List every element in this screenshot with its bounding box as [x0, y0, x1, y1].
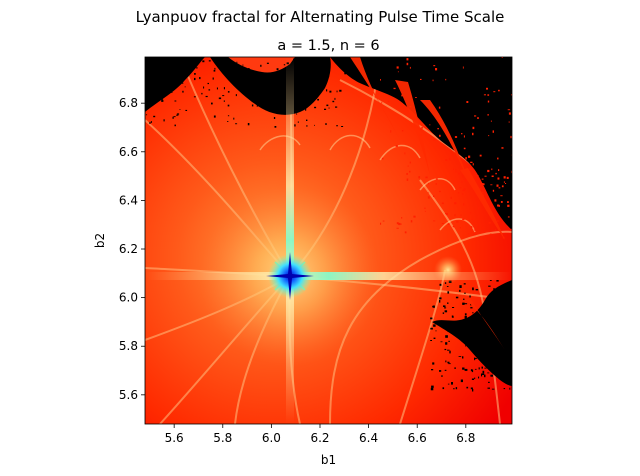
y-tick-label: 6.4 — [119, 193, 138, 207]
y-tick-label: 6.8 — [119, 96, 138, 110]
y-axis: 5.6 5.8 6.0 6.2 6.4 6.6 6.8 — [119, 96, 145, 402]
y-tick-label: 5.8 — [119, 339, 138, 353]
y-tick-label: 6.2 — [119, 242, 138, 256]
axes-title: a = 1.5, n = 6 — [277, 38, 379, 54]
x-tick-label: 6.8 — [456, 431, 475, 445]
chaotic-region — [145, 57, 512, 386]
x-tick-label: 6.6 — [408, 431, 427, 445]
x-tick-label: 5.6 — [165, 431, 184, 445]
x-tick-label: 5.8 — [213, 431, 232, 445]
plot-frame — [144, 56, 513, 425]
y-tick-label: 6.6 — [119, 145, 138, 159]
y-tick-label: 5.6 — [119, 388, 138, 402]
figure-suptitle: Lyanpuov fractal for Alternating Pulse T… — [135, 8, 505, 26]
x-tick-label: 6.4 — [359, 431, 378, 445]
y-tick-label: 6.0 — [119, 291, 138, 305]
fractal-image — [145, 57, 512, 424]
x-tick-label: 6.0 — [262, 431, 281, 445]
x-axis: 5.6 5.8 6.0 6.2 6.4 6.6 6.8 — [165, 424, 475, 445]
x-tick-label: 6.2 — [310, 431, 329, 445]
x-axis-label: b1 — [321, 453, 336, 467]
y-axis-label: b2 — [93, 233, 107, 248]
